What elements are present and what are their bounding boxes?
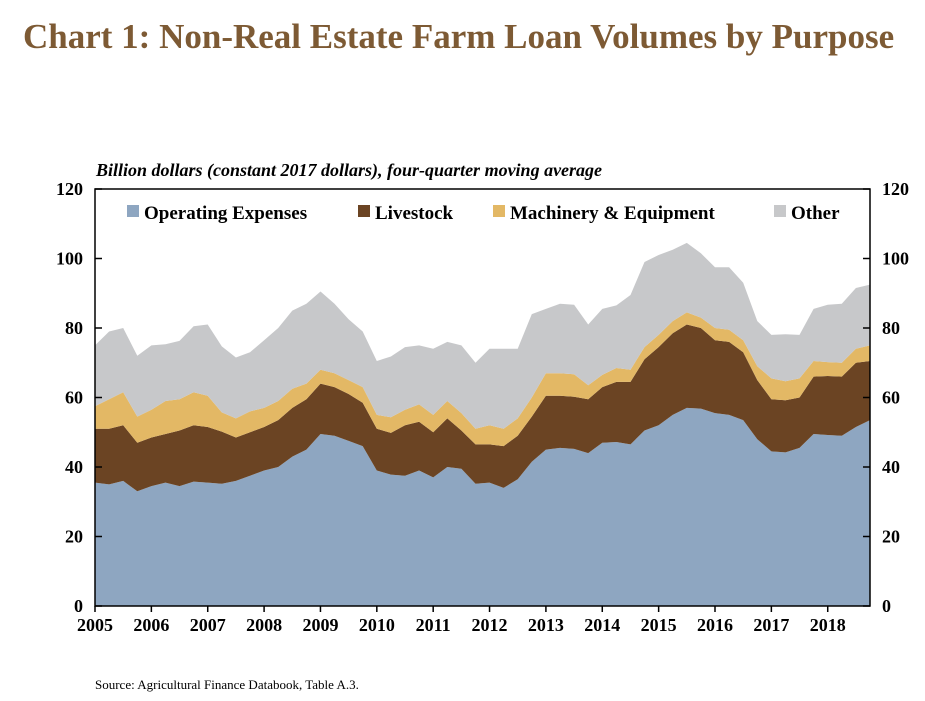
legend: Operating Expenses Livestock Machinery & E…: [127, 203, 840, 224]
legend-label-0: Operating Expenses: [144, 203, 307, 224]
x-tick-label: 2010: [359, 615, 395, 635]
legend-swatch-2: [493, 205, 505, 217]
x-tick-label: 2009: [302, 615, 338, 635]
y-tick-label-right: 100: [882, 249, 909, 269]
x-tick-label: 2011: [416, 615, 451, 635]
axes: 0 0 20 20 40 40 60 60 80 80 100 100 120 120 2005 2006 20…: [56, 179, 909, 635]
x-tick-label: 2017: [753, 615, 789, 635]
legend-swatch-1: [358, 205, 370, 217]
x-tick-label: 2016: [697, 615, 733, 635]
x-tick-label: 2006: [133, 615, 169, 635]
x-tick-label: 2005: [77, 615, 113, 635]
y-tick-label-left: 60: [65, 388, 83, 408]
y-tick-label-left: 0: [74, 596, 83, 616]
x-tick-label: 2015: [641, 615, 677, 635]
legend-label-3: Other: [791, 203, 840, 224]
y-tick-label-right: 0: [882, 596, 891, 616]
y-tick-label-right: 20: [882, 527, 900, 547]
x-tick-label: 2008: [246, 615, 282, 635]
x-tick-label: 2012: [472, 615, 508, 635]
legend-swatch-3: [774, 205, 786, 217]
legend-label-2: Machinery & Equipment: [510, 203, 715, 224]
y-tick-label-left: 40: [65, 457, 83, 477]
y-tick-label-left: 20: [65, 527, 83, 547]
y-tick-label-right: 60: [882, 388, 900, 408]
y-tick-label-right: 40: [882, 457, 900, 477]
series-area-1: [95, 324, 870, 492]
y-tick-label-right: 80: [882, 318, 900, 338]
chart-subtitle: Billion dollars (constant 2017 dollars),…: [96, 160, 603, 180]
chart-title: Chart 1: Non-Real Estate Farm Loan Volum…: [23, 17, 895, 56]
y-tick-label-left: 100: [56, 249, 83, 269]
x-tick-label: 2014: [584, 615, 620, 635]
stacked-areas: [95, 242, 870, 606]
y-tick-label-left: 80: [65, 318, 83, 338]
legend-label-1: Livestock: [375, 203, 454, 224]
x-tick-label: 2007: [190, 615, 226, 635]
y-tick-label-left: 120: [56, 179, 83, 199]
legend-swatch-0: [127, 205, 139, 217]
series-area-3: [95, 242, 870, 429]
series-area-0: [95, 407, 870, 606]
chart-source: Source: Agricultural Finance Databook, T…: [95, 677, 359, 692]
x-tick-label: 2013: [528, 615, 564, 635]
y-tick-label-right: 120: [882, 179, 909, 199]
x-tick-label: 2018: [810, 615, 846, 635]
